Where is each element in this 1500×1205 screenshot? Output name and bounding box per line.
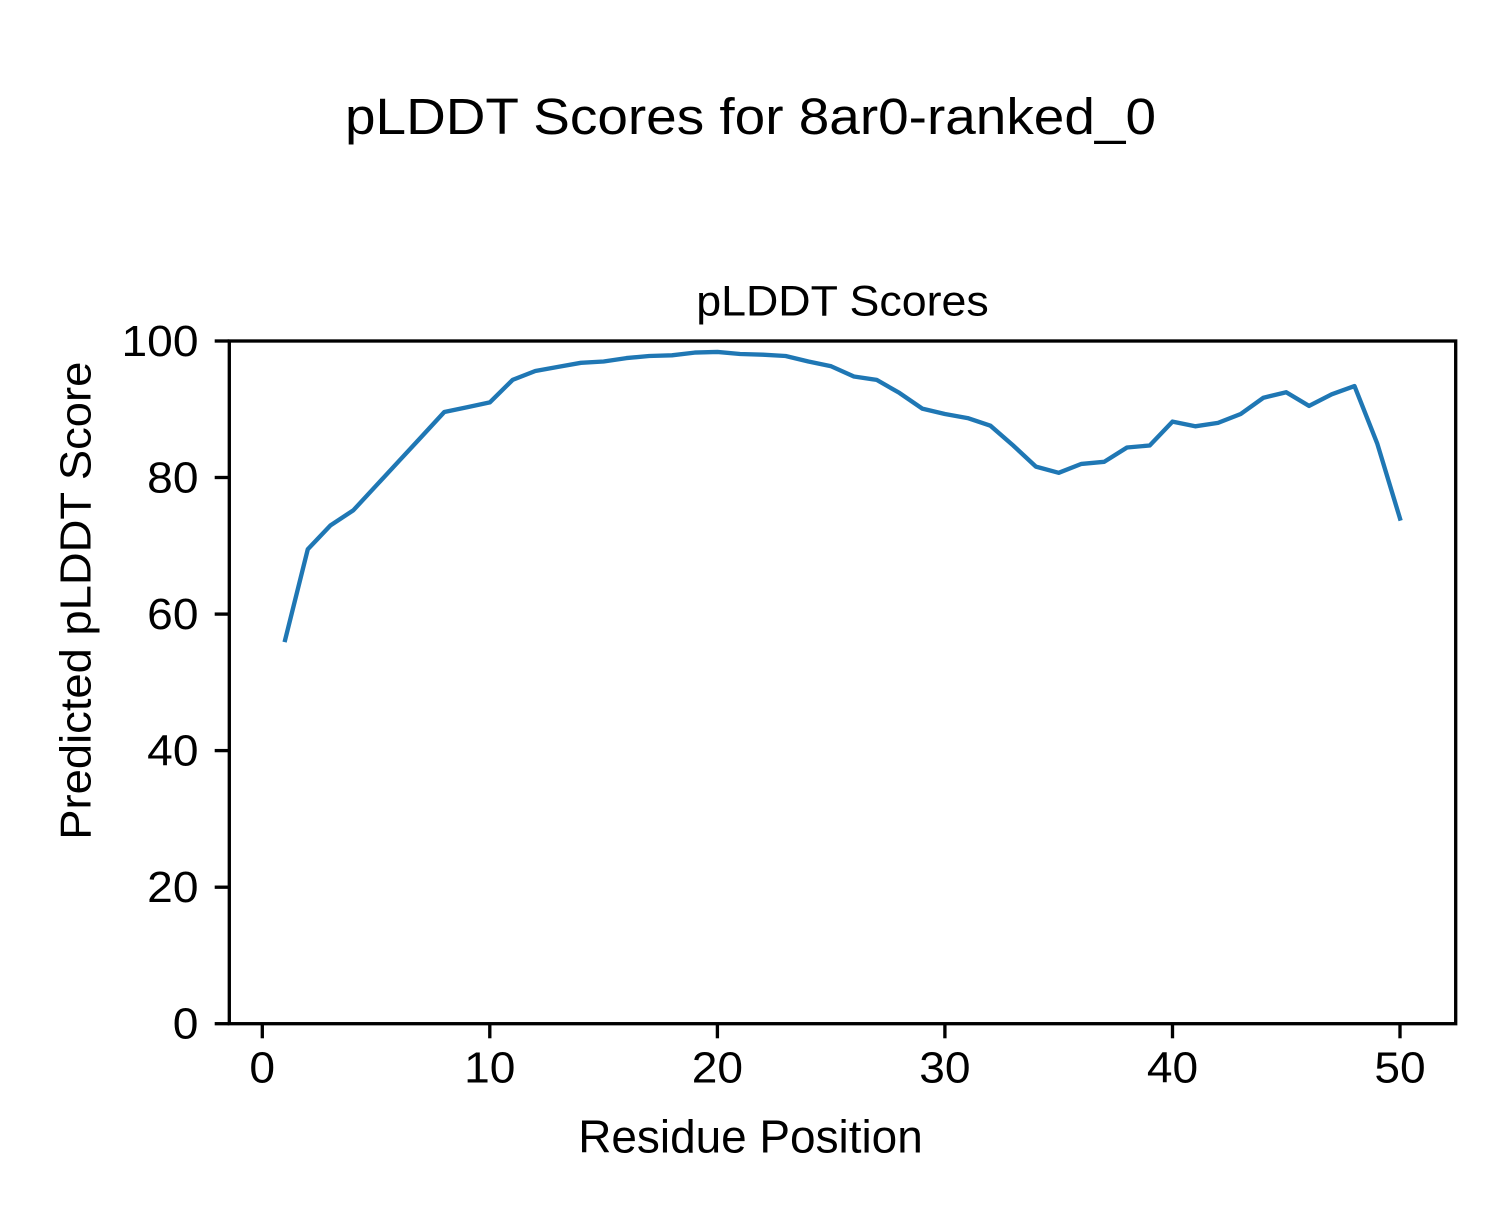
svg-text:30: 30 [919,1045,970,1093]
svg-text:pLDDT Scores for 8ar0-ranked_0: pLDDT Scores for 8ar0-ranked_0 [345,88,1156,145]
svg-text:10: 10 [464,1045,515,1093]
svg-text:0: 0 [249,1045,275,1093]
svg-text:40: 40 [1147,1045,1198,1093]
svg-text:Residue Position: Residue Position [578,1110,923,1162]
svg-text:20: 20 [147,864,198,912]
svg-text:60: 60 [147,591,198,639]
svg-text:20: 20 [692,1045,743,1093]
svg-text:pLDDT Scores: pLDDT Scores [696,277,989,324]
svg-text:100: 100 [122,318,199,366]
svg-text:Predicted pLDDT Score: Predicted pLDDT Score [52,362,101,840]
svg-text:40: 40 [147,728,198,776]
svg-text:80: 80 [147,455,198,503]
svg-text:50: 50 [1374,1045,1425,1093]
svg-text:0: 0 [173,1001,199,1049]
